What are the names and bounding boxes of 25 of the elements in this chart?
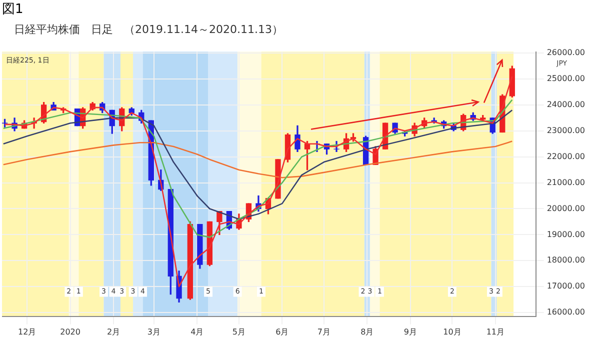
y-tick-label: 19000.00 [546, 230, 585, 239]
y-tick-label: 24000.00 [546, 100, 585, 110]
x-tick-label: 9月 [404, 327, 417, 336]
x-tick-label: 12月 [18, 327, 36, 336]
x-tick-label: 2020 [60, 327, 80, 336]
x-tick-label: 3月 [147, 327, 160, 336]
x-tick-label: 11月 [486, 327, 504, 336]
x-tick-label: 7月 [317, 327, 331, 336]
y-tick-label: 20000.00 [546, 204, 585, 213]
chart-subtitle: 日経平均株価 日足 （2019.11.14～2020.11.13） [14, 22, 283, 37]
x-tick-label: 6月 [276, 327, 289, 336]
x-tick-label: 8月 [360, 327, 374, 336]
y-tick-label: 16000.00 [546, 308, 585, 317]
y-tick-label: 18000.00 [546, 256, 585, 265]
x-tick-label: 4月 [190, 327, 204, 336]
y-tick-label: 22000.00 [546, 152, 585, 161]
y-tick-label: 21000.00 [546, 178, 585, 187]
x-tick-label: 10月 [443, 327, 462, 336]
y-tick-label: 17000.00 [546, 282, 585, 291]
x-tick-label: 2月 [106, 327, 120, 336]
y-tick-label: 25000.00 [546, 74, 585, 84]
y-tick-label: 23000.00 [546, 126, 585, 135]
chart-title: 図1 [2, 1, 24, 18]
x-tick-label: 5月 [232, 327, 246, 336]
y-tick-label: 26000.00 [546, 48, 585, 58]
